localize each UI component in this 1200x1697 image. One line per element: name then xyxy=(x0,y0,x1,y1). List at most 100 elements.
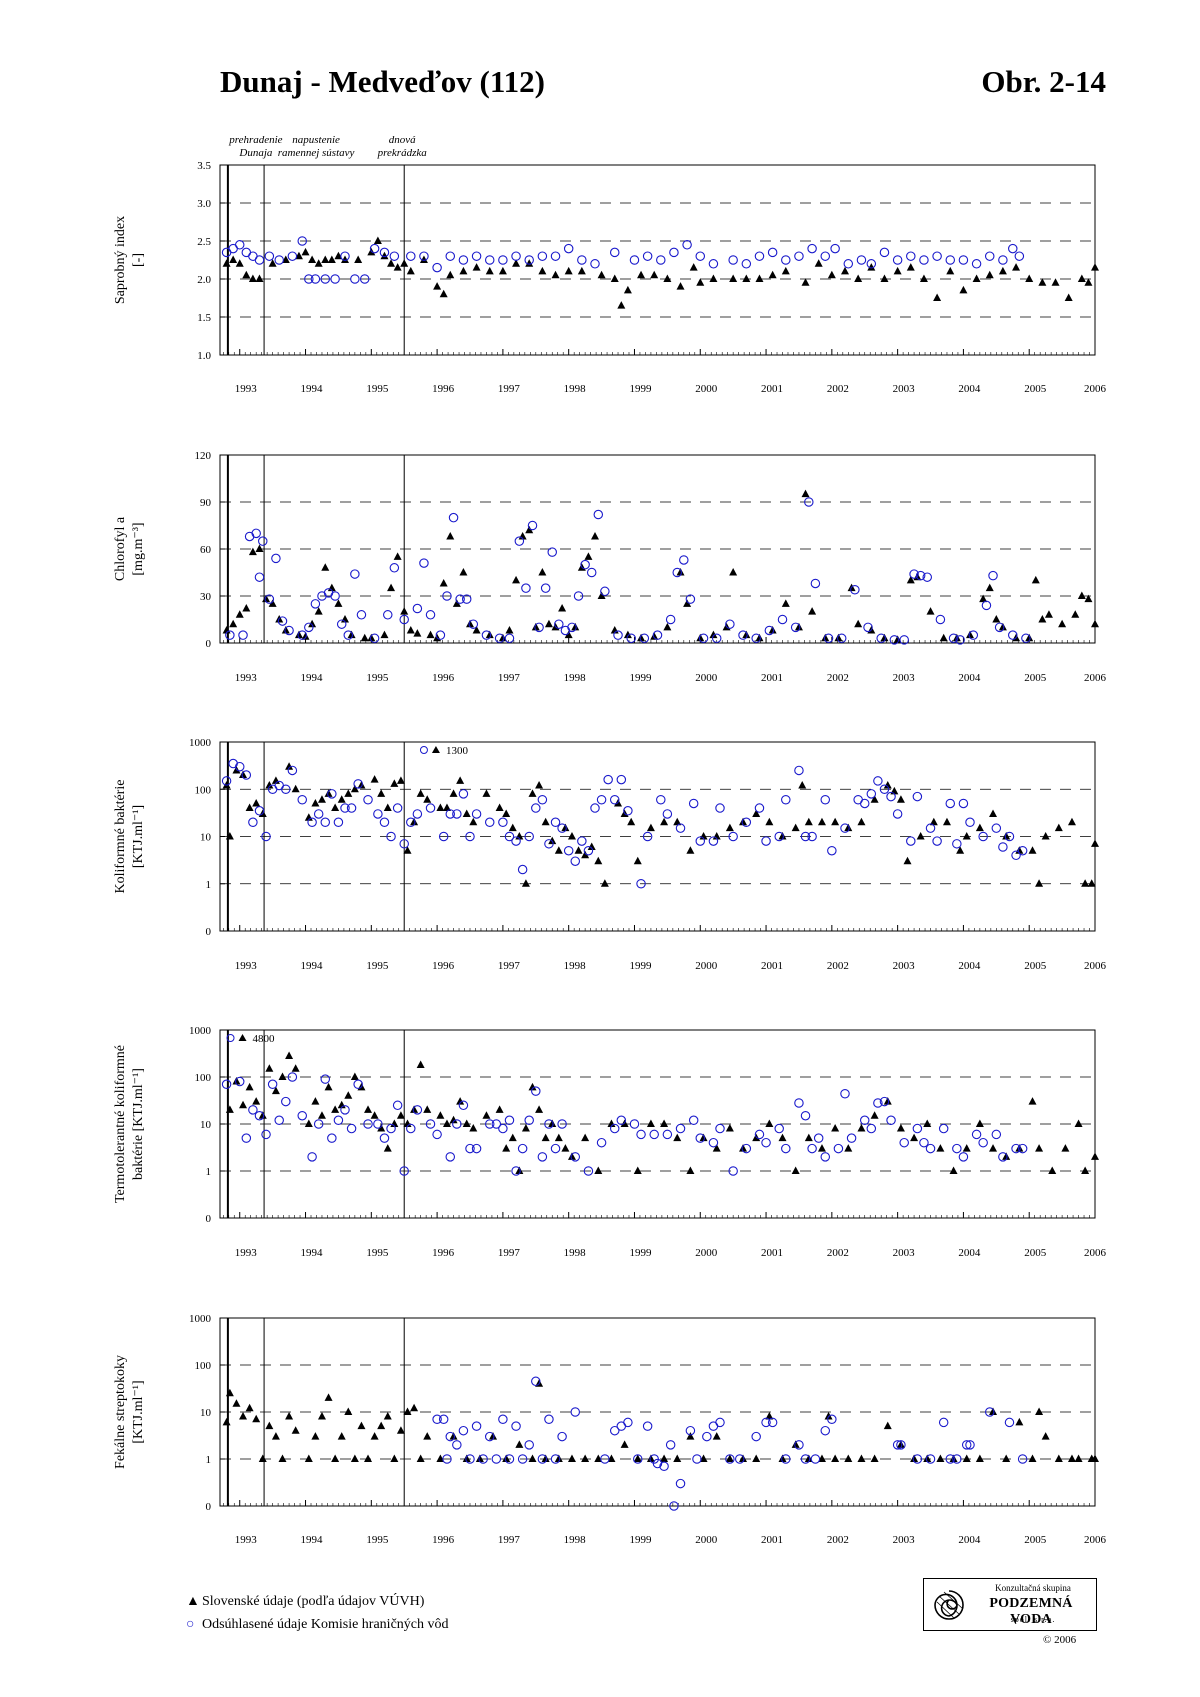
data-point-triangle xyxy=(229,619,238,628)
data-point-triangle xyxy=(814,259,823,267)
data-point-triangle xyxy=(469,1124,478,1132)
data-point-triangle xyxy=(396,1426,405,1434)
data-point-circle xyxy=(840,1089,850,1099)
data-point-circle xyxy=(346,803,357,813)
data-point-circle xyxy=(406,251,416,261)
data-point-triangle xyxy=(870,795,879,803)
y-axis-label: Koliformné baktérie xyxy=(113,780,128,894)
y-axis-label: Saprobný index xyxy=(113,216,128,304)
data-point-triangle xyxy=(989,809,998,817)
data-point-triangle xyxy=(854,619,863,628)
data-point-triangle xyxy=(390,779,399,787)
x-tick-label: 1999 xyxy=(629,1247,652,1259)
data-point-triangle xyxy=(1091,839,1099,847)
data-point-circle xyxy=(359,274,370,284)
data-point-triangle xyxy=(301,247,310,256)
data-point-triangle xyxy=(285,762,294,770)
data-point-triangle xyxy=(535,1105,544,1113)
data-point-circle xyxy=(254,806,265,816)
data-point-triangle xyxy=(229,255,238,263)
data-point-triangle xyxy=(456,1097,465,1105)
data-point-triangle xyxy=(1071,610,1080,618)
data-point-triangle xyxy=(502,1454,511,1462)
data-point-triangle xyxy=(225,1388,234,1397)
data-point-circle xyxy=(695,1133,706,1143)
data-point-triangle xyxy=(817,1144,826,1152)
data-point-triangle xyxy=(350,1072,359,1080)
data-point-triangle xyxy=(844,1144,853,1152)
data-point-circle xyxy=(590,803,600,813)
data-point-circle xyxy=(560,625,571,636)
x-tick-label: 2006 xyxy=(1084,383,1107,395)
annotation-triangle xyxy=(431,746,440,753)
data-point-triangle xyxy=(867,263,876,271)
data-point-triangle xyxy=(433,282,442,290)
data-point-circle xyxy=(807,831,817,842)
data-point-triangle xyxy=(396,1111,405,1119)
y-tick-label: 30 xyxy=(200,591,212,603)
data-point-circle xyxy=(432,1414,442,1425)
data-point-circle xyxy=(544,1119,554,1129)
data-point-circle xyxy=(238,630,248,640)
data-point-circle xyxy=(557,1431,567,1442)
data-point-circle xyxy=(445,251,456,261)
data-point-triangle xyxy=(390,1119,399,1127)
data-point-circle xyxy=(511,251,521,261)
data-point-triangle xyxy=(676,282,685,290)
x-tick-label: 1997 xyxy=(498,672,521,684)
data-point-circle xyxy=(524,255,534,265)
data-point-triangle xyxy=(939,633,948,642)
data-point-circle xyxy=(353,779,363,789)
data-point-circle xyxy=(481,630,492,640)
data-point-circle xyxy=(547,547,557,557)
data-point-circle xyxy=(570,1152,581,1162)
data-point-circle xyxy=(679,555,689,565)
data-point-triangle xyxy=(558,604,567,612)
data-point-circle xyxy=(527,520,538,531)
x-tick-label: 1998 xyxy=(564,383,587,395)
data-point-triangle xyxy=(1041,832,1050,840)
data-point-circle xyxy=(616,774,627,785)
data-point-circle xyxy=(596,1137,607,1148)
data-point-circle xyxy=(498,817,508,828)
data-point-triangle xyxy=(327,255,336,263)
data-point-triangle xyxy=(528,1454,537,1462)
data-point-triangle xyxy=(989,1144,998,1152)
data-point-triangle xyxy=(637,270,646,279)
data-point-circle xyxy=(662,1129,673,1140)
data-point-triangle xyxy=(696,278,705,286)
data-point-circle xyxy=(356,610,367,620)
x-tick-label: 2004 xyxy=(958,1247,981,1259)
data-point-circle xyxy=(448,512,459,523)
y-axis-label: Fekálne streptokoky xyxy=(113,1355,128,1469)
x-tick-label: 2004 xyxy=(958,383,981,395)
data-point-triangle xyxy=(521,1124,530,1132)
data-point-triangle xyxy=(778,832,787,840)
x-tick-label: 1999 xyxy=(629,1534,652,1546)
data-point-circle xyxy=(876,633,886,644)
data-point-triangle xyxy=(857,817,866,826)
event-label-line2: Dunaja xyxy=(238,147,273,159)
data-point-triangle xyxy=(436,803,445,812)
data-point-circle xyxy=(879,247,890,258)
data-point-circle xyxy=(452,1440,462,1450)
data-point-triangle xyxy=(1054,823,1063,832)
annotation-triangle xyxy=(238,1034,247,1041)
data-point-triangle xyxy=(321,563,330,571)
data-point-triangle xyxy=(564,630,573,639)
data-point-circle xyxy=(498,1123,508,1134)
data-point-circle xyxy=(554,619,564,629)
data-point-circle xyxy=(327,789,337,799)
data-point-circle xyxy=(945,1454,956,1464)
data-point-triangle xyxy=(1061,1144,1070,1152)
data-point-triangle xyxy=(242,604,251,612)
data-point-circle xyxy=(909,569,919,579)
data-point-circle xyxy=(626,633,636,644)
data-point-circle xyxy=(468,619,479,629)
data-point-triangle xyxy=(729,274,738,282)
data-point-triangle xyxy=(923,1454,932,1462)
data-point-circle xyxy=(425,803,436,813)
data-point-circle xyxy=(330,274,340,284)
data-point-circle xyxy=(754,251,765,261)
data-point-circle xyxy=(863,622,873,633)
